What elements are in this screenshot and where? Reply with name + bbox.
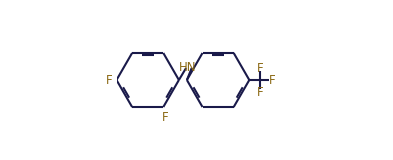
Text: F: F xyxy=(269,73,275,87)
Text: HN: HN xyxy=(179,61,196,74)
Text: F: F xyxy=(106,73,112,87)
Text: F: F xyxy=(257,85,263,99)
Text: F: F xyxy=(257,61,263,75)
Text: F: F xyxy=(162,111,168,124)
